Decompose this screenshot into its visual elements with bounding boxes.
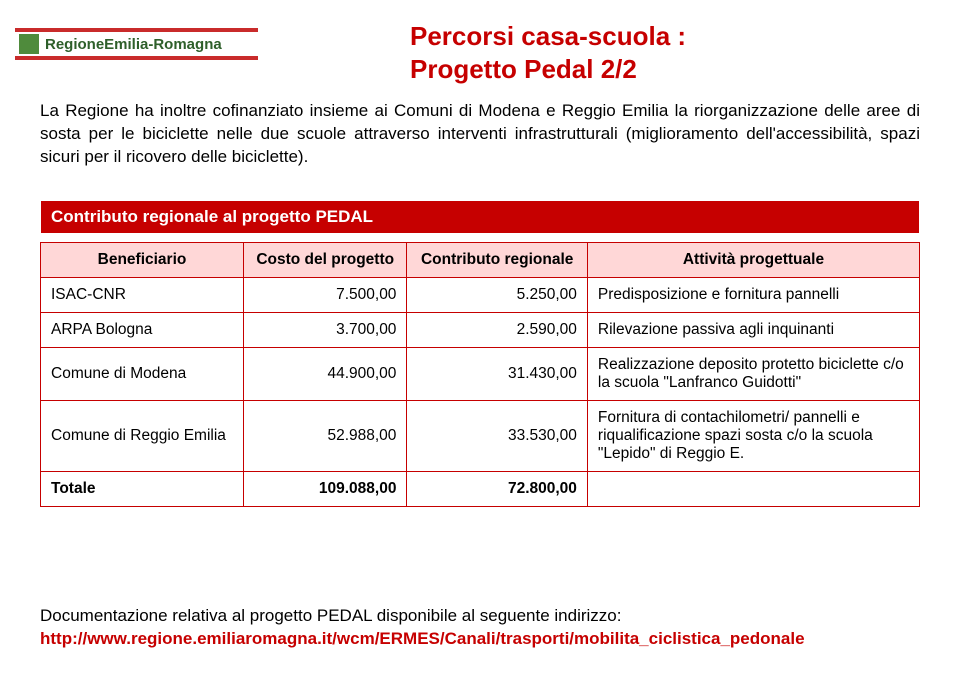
table-row: ARPA Bologna 3.700,00 2.590,00 Rilevazio… (41, 313, 920, 348)
table-header-row: Beneficiario Costo del progetto Contribu… (41, 243, 920, 278)
title-line1: Percorsi casa-scuola : (410, 20, 686, 53)
cell-attivita: Fornitura di contachilometri/ pannelli e… (587, 401, 919, 472)
cell-total-costo: 109.088,00 (243, 472, 406, 507)
cell-attivita: Predisposizione e fornitura pannelli (587, 278, 919, 313)
page-title: Percorsi casa-scuola : Progetto Pedal 2/… (410, 20, 686, 85)
cell-total-attivita (587, 472, 919, 507)
th-attivita: Attività progettuale (587, 243, 919, 278)
cell-contributo: 33.530,00 (407, 401, 587, 472)
table-row: Comune di Modena 44.900,00 31.430,00 Rea… (41, 348, 920, 401)
cell-beneficiario: Comune di Reggio Emilia (41, 401, 244, 472)
logo-square-icon (19, 34, 39, 54)
table-banner: Contributo regionale al progetto PEDAL (40, 200, 920, 234)
footer-link[interactable]: http://www.regione.emiliaromagna.it/wcm/… (40, 629, 805, 648)
cell-beneficiario: Comune di Modena (41, 348, 244, 401)
cell-beneficiario: ISAC-CNR (41, 278, 244, 313)
table-total-row: Totale 109.088,00 72.800,00 (41, 472, 920, 507)
intro-paragraph: La Regione ha inoltre cofinanziato insie… (40, 100, 920, 169)
cell-beneficiario: ARPA Bologna (41, 313, 244, 348)
cell-total-label: Totale (41, 472, 244, 507)
footer-block: Documentazione relativa al progetto PEDA… (40, 605, 920, 651)
cell-attivita: Realizzazione deposito protetto biciclet… (587, 348, 919, 401)
table-row: Comune di Reggio Emilia 52.988,00 33.530… (41, 401, 920, 472)
th-contributo: Contributo regionale (407, 243, 587, 278)
cell-costo: 3.700,00 (243, 313, 406, 348)
cell-contributo: 31.430,00 (407, 348, 587, 401)
cell-costo: 44.900,00 (243, 348, 406, 401)
region-logo: RegioneEmilia-Romagna (15, 28, 258, 60)
cell-costo: 7.500,00 (243, 278, 406, 313)
footer-text: Documentazione relativa al progetto PEDA… (40, 606, 622, 625)
th-beneficiario: Beneficiario (41, 243, 244, 278)
cell-costo: 52.988,00 (243, 401, 406, 472)
cell-contributo: 5.250,00 (407, 278, 587, 313)
th-costo: Costo del progetto (243, 243, 406, 278)
cell-attivita: Rilevazione passiva agli inquinanti (587, 313, 919, 348)
title-line2: Progetto Pedal 2/2 (410, 53, 686, 86)
logo-text: RegioneEmilia-Romagna (45, 36, 222, 53)
table-row: ISAC-CNR 7.500,00 5.250,00 Predisposizio… (41, 278, 920, 313)
cell-total-contributo: 72.800,00 (407, 472, 587, 507)
cell-contributo: 2.590,00 (407, 313, 587, 348)
pedal-table: Beneficiario Costo del progetto Contribu… (40, 242, 920, 507)
